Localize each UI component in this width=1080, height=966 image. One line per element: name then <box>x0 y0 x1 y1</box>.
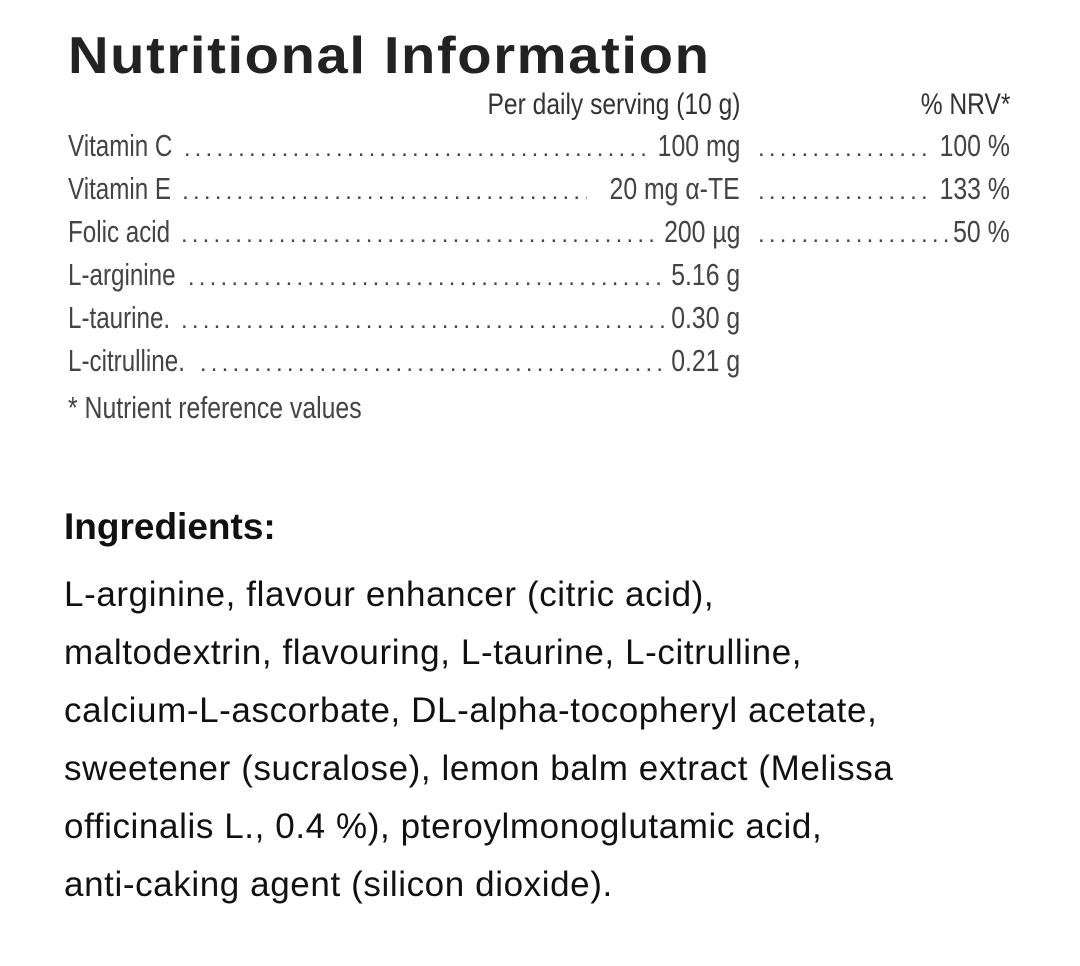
nutrient-label: L-arginine <box>68 257 176 292</box>
nutrition-row: L-taurine. 0.30 g <box>68 300 1010 340</box>
ingredients-text: L-arginine, flavour enhancer (citric aci… <box>64 566 893 914</box>
nutrient-nrv: 100 % <box>939 128 1010 163</box>
footnote: * Nutrient reference values <box>68 390 362 425</box>
nutrient-label: L-citrulline. <box>68 343 185 378</box>
nutrient-label: L-taurine. <box>68 300 171 335</box>
dot-leader <box>181 307 664 335</box>
nutrient-amount: 20 mg α-TE <box>609 171 740 206</box>
dot-leader <box>182 178 587 206</box>
nutrient-amount: 200 µg <box>663 214 740 249</box>
ingredients-line: calcium-L-ascorbate, DL-alpha-tocopheryl… <box>64 691 878 730</box>
nutrient-label: Vitamin E <box>68 171 172 206</box>
nutrient-label: Vitamin C <box>68 128 173 163</box>
ingredients-line: L-arginine, flavour enhancer (citric aci… <box>64 575 715 614</box>
nutrition-row: L-arginine 5.16 g <box>68 257 1010 297</box>
column-header-nrv: % NRV* <box>920 88 1010 121</box>
dot-leader <box>758 221 949 249</box>
dot-leader <box>758 178 932 206</box>
nutrient-label: Folic acid <box>68 214 171 249</box>
nutrition-row: Vitamin C 100 mg 100 % <box>68 128 1010 168</box>
nutrient-amount: 5.16 g <box>671 257 740 292</box>
ingredients-line: anti-caking agent (silicon dioxide). <box>64 865 613 904</box>
nutrient-nrv: 50 % <box>953 214 1010 249</box>
dot-leader <box>200 350 664 378</box>
nutrition-row: Folic acid 200 µg 50 % <box>68 214 1010 254</box>
dot-leader <box>188 264 664 292</box>
nutrition-row: Vitamin E 20 mg α-TE 133 % <box>68 171 1010 211</box>
nutrient-nrv: 133 % <box>939 171 1010 206</box>
dot-leader <box>184 135 647 163</box>
column-header-serving: Per daily serving (10 g) <box>487 88 740 121</box>
nutrition-row: L-citrulline. 0.21 g <box>68 343 1010 383</box>
dot-leader <box>758 135 932 163</box>
dot-leader <box>181 221 655 249</box>
nutrition-title: Nutritional Information <box>68 27 711 85</box>
ingredients-line: sweetener (sucralose), lemon balm extrac… <box>64 749 894 788</box>
ingredients-line: maltodextrin, flavouring, L-taurine, L-c… <box>64 633 803 672</box>
nutrient-amount: 0.30 g <box>671 300 740 335</box>
nutrient-amount: 100 mg <box>657 128 740 163</box>
nutrient-amount: 0.21 g <box>671 343 740 378</box>
ingredients-line: officinalis L., 0.4 %), pteroylmonogluta… <box>64 807 823 846</box>
ingredients-heading: Ingredients: <box>64 506 276 547</box>
